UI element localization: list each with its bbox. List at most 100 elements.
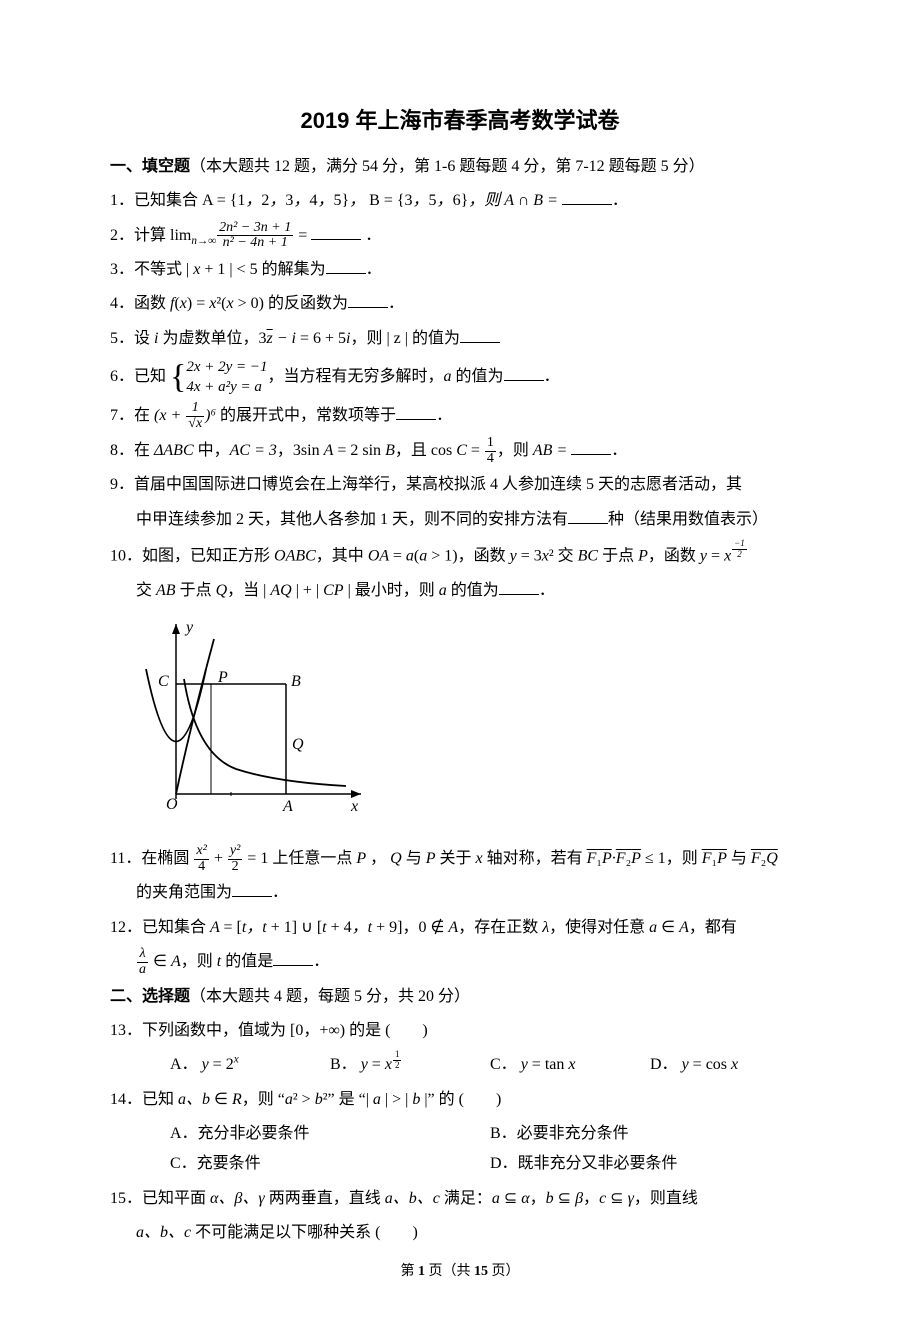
p12-m4: ，存在正数 [458, 919, 542, 936]
problem-9-l2: 中甲连续参加 2 天，其他人各参加 1 天，则不同的安排方法有种（结果用数值表示… [110, 505, 810, 535]
problem-8: 8．在 ΔABC 中，AC = 3，3sin A = 2 sin B，且 cos… [110, 436, 810, 467]
p12-end: ． [313, 953, 329, 970]
section-1-rest: （本大题共 12 题，满分 54 分，第 1-6 题每题 4 分，第 7-12 … [190, 158, 705, 175]
p12-l2m: ，则 [181, 953, 217, 970]
p10-expden: 2 [732, 550, 747, 559]
page-footer: 第 1 页（共 15 页） [110, 1259, 810, 1286]
p2-pre: 2．计算 [110, 227, 170, 244]
p8-frac: 14 [485, 436, 496, 466]
problem-5: 5．设 i 为虚数单位，3z − i = 6 + 5i，则 | z | 的值为 [110, 324, 810, 354]
p12-in: ∈ A [149, 953, 181, 970]
p6-a: a [444, 368, 452, 385]
p14-cond: a² > b² [285, 1091, 328, 1108]
p6-pre: 6．已知 [110, 368, 170, 385]
p6-sys1: 2x + 2y = −1 [186, 358, 267, 378]
p7-pre: 7．在 [110, 407, 154, 424]
p5-eq: 3z − i = 6 + 5i [258, 330, 350, 347]
p11-m2: ， [366, 850, 390, 867]
p11-p2: P [426, 850, 436, 867]
y-arrow-icon [172, 624, 180, 634]
problem-12-l2: λa ∈ A，则 t 的值是． [110, 947, 810, 978]
p10-end: ． [539, 582, 555, 599]
p4-end: ． [388, 295, 404, 312]
p8-eq1: AC = 3 [230, 442, 277, 459]
p8-den: 4 [485, 452, 496, 467]
p2-den: n² − 4n + 1 [217, 236, 293, 251]
p14-aa: a [373, 1091, 381, 1108]
exam-page: 2019 年上海市春季高考数学试卷 一、填空题（本大题共 12 题，满分 54 … [0, 0, 920, 1325]
p13-A: A． y = 2x [170, 1050, 330, 1080]
p12-ain: a ∈ A [649, 919, 689, 936]
label-y: y [184, 619, 194, 636]
label-C: C [158, 673, 169, 690]
p11-end: ． [272, 884, 288, 901]
p12-fn: λ [137, 947, 148, 963]
footer-b: 页（共 [425, 1264, 474, 1279]
p10-y3x2: y = 3x² [510, 548, 554, 565]
p3-post: 的解集为 [258, 261, 326, 278]
p10-2f: 的值为 [447, 582, 499, 599]
p13-C: C． y = tan x [490, 1050, 650, 1080]
p12-pre: 12．已知集合 [110, 919, 210, 936]
section-1-bold: 一、填空题 [110, 158, 190, 175]
p11-l2: 的夹角范围为 [136, 884, 232, 901]
figure-10: O A B C P Q x y [136, 614, 810, 835]
p10-2d: | + | [292, 582, 323, 599]
p11-f1p2: F₁P [702, 850, 727, 867]
p8-post: ，则 [497, 442, 533, 459]
p4-math: f(x) = x²(x > 0) [170, 295, 264, 312]
p14-D: D．既非充分又非必要条件 [490, 1149, 810, 1179]
p7-r: )⁶ [205, 407, 216, 424]
footer-c: 页） [488, 1264, 520, 1279]
p8-m3: ，且 [395, 442, 431, 459]
problem-6: 6．已知 {2x + 2y = −14x + a²y = a，当方程有无穷多解时… [110, 358, 810, 397]
p10-2c: ，当 | [227, 582, 270, 599]
x-arrow-icon [351, 790, 361, 798]
blank [311, 223, 361, 240]
p15-2a: a、b、c [136, 1224, 191, 1241]
problem-4: 4．函数 f(x) = x²(x > 0) 的反函数为． [110, 289, 810, 319]
blank [568, 507, 608, 524]
p11-fyn: y² [228, 844, 242, 860]
page-title: 2019 年上海市春季高考数学试卷 [110, 100, 810, 142]
p7-den: √x [186, 417, 204, 432]
p10-d: 交 [554, 548, 578, 565]
section-2-header: 二、选择题（本大题共 4 题，每题 5 分，共 20 分） [110, 982, 810, 1012]
p10-aa: a [439, 582, 447, 599]
p14-ab: a、b ∈ R [178, 1091, 242, 1108]
label-P: P [217, 669, 228, 686]
p2-lim: limn→∞ [170, 227, 216, 244]
p15-cin: c ⊆ γ [599, 1190, 634, 1207]
p11-fxn: x² [194, 844, 208, 860]
p11-x: x [476, 850, 483, 867]
blank [396, 403, 436, 420]
p14-A: A．充分非必要条件 [170, 1119, 490, 1149]
p12-m6: ，都有 [689, 919, 737, 936]
p6-sys: 2x + 2y = −14x + a²y = a [186, 358, 267, 397]
p12-m5: ，使得对任意 [549, 919, 649, 936]
problem-9-l1: 9．首届中国国际进口博览会在上海举行，某高校拟派 4 人参加连续 5 天的志愿者… [110, 470, 810, 500]
p13-B: B． y = x12 [330, 1050, 490, 1080]
p11-and: 与 [727, 850, 751, 867]
p12-zero: 0 ∉ A [418, 919, 458, 936]
p15-a: 15．已知平面 [110, 1190, 210, 1207]
p10-q: Q [216, 582, 228, 599]
p1-post: ． [612, 192, 628, 209]
p15-bin: b ⊆ β [546, 1190, 583, 1207]
p11-f2q: F₂Q [751, 850, 778, 867]
p5-mid2: ，则 | z | 的值为 [350, 330, 460, 347]
blank [348, 291, 388, 308]
p10-expnum: −1 [732, 539, 747, 549]
p5-pre: 5．设 [110, 330, 154, 347]
problem-10-l1: 10．如图，已知正方形 OABC，其中 OA = a(a > 1)，函数 y =… [110, 539, 810, 572]
p11-m4: 关于 [436, 850, 476, 867]
p2-frac: 2n² − 3n + 1n² − 4n + 1 [217, 221, 293, 251]
p14-b: ，则 “ [242, 1091, 285, 1108]
p14-d: | > | [381, 1091, 412, 1108]
p14-row1: A．充分非必要条件 B．必要非充分条件 [110, 1119, 810, 1149]
problem-7: 7．在 (x + 1√x)⁶ 的展开式中，常数项等于． [110, 401, 810, 432]
p2-eq: = [294, 227, 311, 244]
p10-2a: 交 [136, 582, 156, 599]
blank [571, 438, 611, 455]
p15-c1: ， [530, 1190, 546, 1207]
